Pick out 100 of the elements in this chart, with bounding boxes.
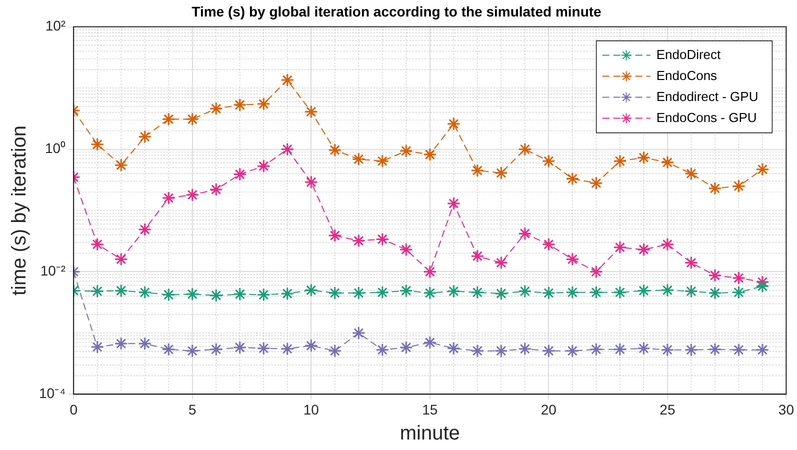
point bbox=[684, 166, 698, 180]
point bbox=[256, 159, 270, 173]
point bbox=[304, 338, 318, 352]
point bbox=[328, 286, 342, 300]
point bbox=[209, 102, 223, 116]
point bbox=[446, 196, 460, 210]
point bbox=[138, 286, 152, 300]
point bbox=[566, 286, 580, 300]
point bbox=[399, 340, 413, 354]
point bbox=[114, 158, 128, 172]
y-axis-title: time (s) by iteration bbox=[8, 125, 31, 296]
point bbox=[233, 340, 247, 354]
point bbox=[328, 143, 342, 157]
point bbox=[756, 279, 770, 293]
point bbox=[446, 342, 460, 356]
point bbox=[589, 342, 603, 356]
point bbox=[233, 168, 247, 182]
legend-label: Endodirect - GPU bbox=[656, 88, 758, 104]
point bbox=[684, 256, 698, 270]
point bbox=[256, 342, 270, 356]
point bbox=[352, 152, 366, 166]
point bbox=[589, 176, 603, 190]
legend-label: EndoCons - GPU bbox=[656, 110, 757, 125]
point bbox=[494, 286, 508, 300]
point bbox=[352, 286, 366, 300]
point bbox=[256, 288, 270, 302]
point bbox=[209, 182, 223, 196]
point bbox=[376, 286, 390, 300]
point bbox=[636, 242, 650, 256]
point bbox=[209, 342, 223, 356]
point bbox=[376, 343, 390, 357]
point bbox=[446, 117, 460, 131]
point bbox=[328, 344, 342, 358]
point bbox=[186, 344, 200, 358]
point bbox=[613, 342, 627, 356]
point bbox=[90, 238, 104, 252]
point bbox=[352, 326, 366, 340]
point bbox=[660, 343, 674, 357]
point bbox=[256, 97, 270, 111]
point bbox=[280, 286, 294, 300]
point bbox=[732, 271, 746, 285]
y-tick-label: 10² bbox=[45, 18, 66, 34]
point bbox=[186, 188, 200, 202]
point bbox=[423, 336, 437, 350]
point bbox=[756, 343, 770, 357]
point bbox=[114, 284, 128, 298]
legend-label: EndoCons bbox=[656, 68, 718, 83]
point bbox=[756, 162, 770, 176]
x-tick-label: 10 bbox=[303, 401, 320, 418]
point bbox=[399, 284, 413, 298]
point bbox=[636, 284, 650, 298]
chart-title: Time (s) by global iteration according to the simulated minute bbox=[192, 3, 602, 20]
point bbox=[90, 340, 104, 354]
point bbox=[114, 252, 128, 266]
point bbox=[470, 286, 484, 300]
point bbox=[280, 142, 294, 156]
point bbox=[162, 342, 176, 356]
point bbox=[494, 344, 508, 358]
point bbox=[636, 342, 650, 356]
point bbox=[304, 104, 318, 118]
point bbox=[233, 287, 247, 301]
point bbox=[162, 112, 176, 126]
point bbox=[589, 264, 603, 278]
x-tick-label: 20 bbox=[540, 401, 557, 418]
x-tick-label: 30 bbox=[778, 401, 794, 418]
point bbox=[542, 286, 556, 300]
point bbox=[613, 286, 627, 300]
point bbox=[518, 226, 532, 240]
point bbox=[399, 242, 413, 256]
point bbox=[328, 228, 342, 242]
point bbox=[423, 264, 437, 278]
point bbox=[470, 164, 484, 178]
point bbox=[138, 130, 152, 144]
point bbox=[494, 166, 508, 180]
point bbox=[708, 182, 722, 196]
point bbox=[209, 288, 223, 302]
point bbox=[233, 98, 247, 112]
point bbox=[660, 156, 674, 170]
point bbox=[423, 148, 437, 162]
point bbox=[423, 286, 437, 300]
x-tick-label: 15 bbox=[422, 401, 438, 418]
point bbox=[518, 342, 532, 356]
y-tick-label: 10⁰ bbox=[45, 140, 66, 156]
y-tick-label: 10⁻⁴ bbox=[38, 385, 66, 402]
point bbox=[280, 73, 294, 87]
point bbox=[304, 283, 318, 297]
point bbox=[304, 175, 318, 189]
point bbox=[518, 142, 532, 156]
x-tick-label: 25 bbox=[660, 401, 676, 418]
x-tick-label: 5 bbox=[188, 401, 196, 418]
point bbox=[518, 284, 532, 298]
point bbox=[399, 144, 413, 158]
point bbox=[280, 342, 294, 356]
point bbox=[470, 344, 484, 358]
point bbox=[352, 234, 366, 248]
point bbox=[470, 249, 484, 263]
point bbox=[684, 343, 698, 357]
point bbox=[708, 286, 722, 300]
point bbox=[376, 154, 390, 168]
point bbox=[684, 284, 698, 298]
